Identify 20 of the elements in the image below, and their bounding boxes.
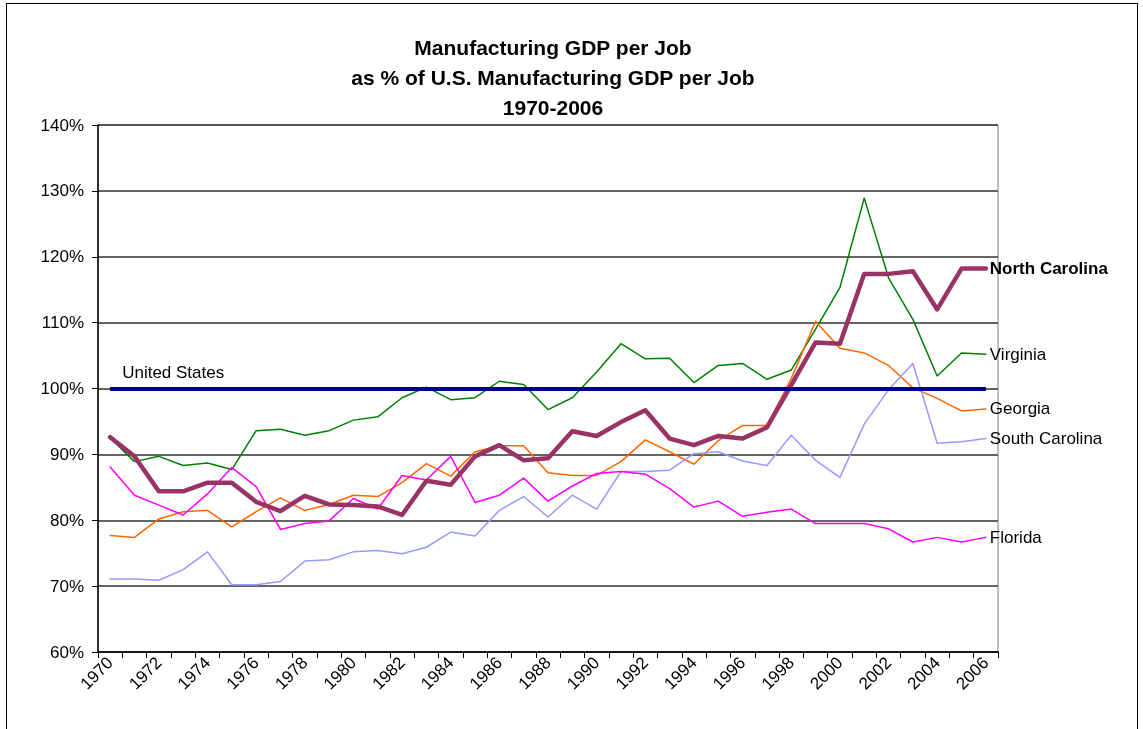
y-tick-label: 70%	[49, 576, 84, 596]
y-tick-label: 100%	[40, 379, 84, 398]
series-label: South Carolina	[989, 429, 1103, 449]
y-tick-label: 140%	[40, 115, 84, 135]
y-tick-label: 60%	[49, 642, 84, 662]
series-label: Virginia	[989, 344, 1047, 364]
series-label: Florida	[989, 527, 1043, 547]
line-series	[109, 362, 987, 586]
y-tick-label: 120%	[40, 247, 84, 267]
line-series	[107, 266, 989, 518]
y-tick-label: 110%	[41, 313, 84, 333]
series-label: North Carolina	[989, 259, 1109, 279]
y-tick-label: 90%	[49, 444, 84, 464]
series-label: Georgia	[989, 399, 1051, 419]
chart-title: Manufacturing GDP per Job as % of U.S. Manufacturing GDP per Job 1970-2006	[351, 35, 755, 119]
ref-line-label: United States	[122, 362, 225, 382]
y-tick-label: 80%	[49, 510, 84, 530]
y-tick-label: 130%	[40, 181, 84, 201]
line-series	[109, 320, 987, 539]
line-series	[109, 455, 987, 543]
